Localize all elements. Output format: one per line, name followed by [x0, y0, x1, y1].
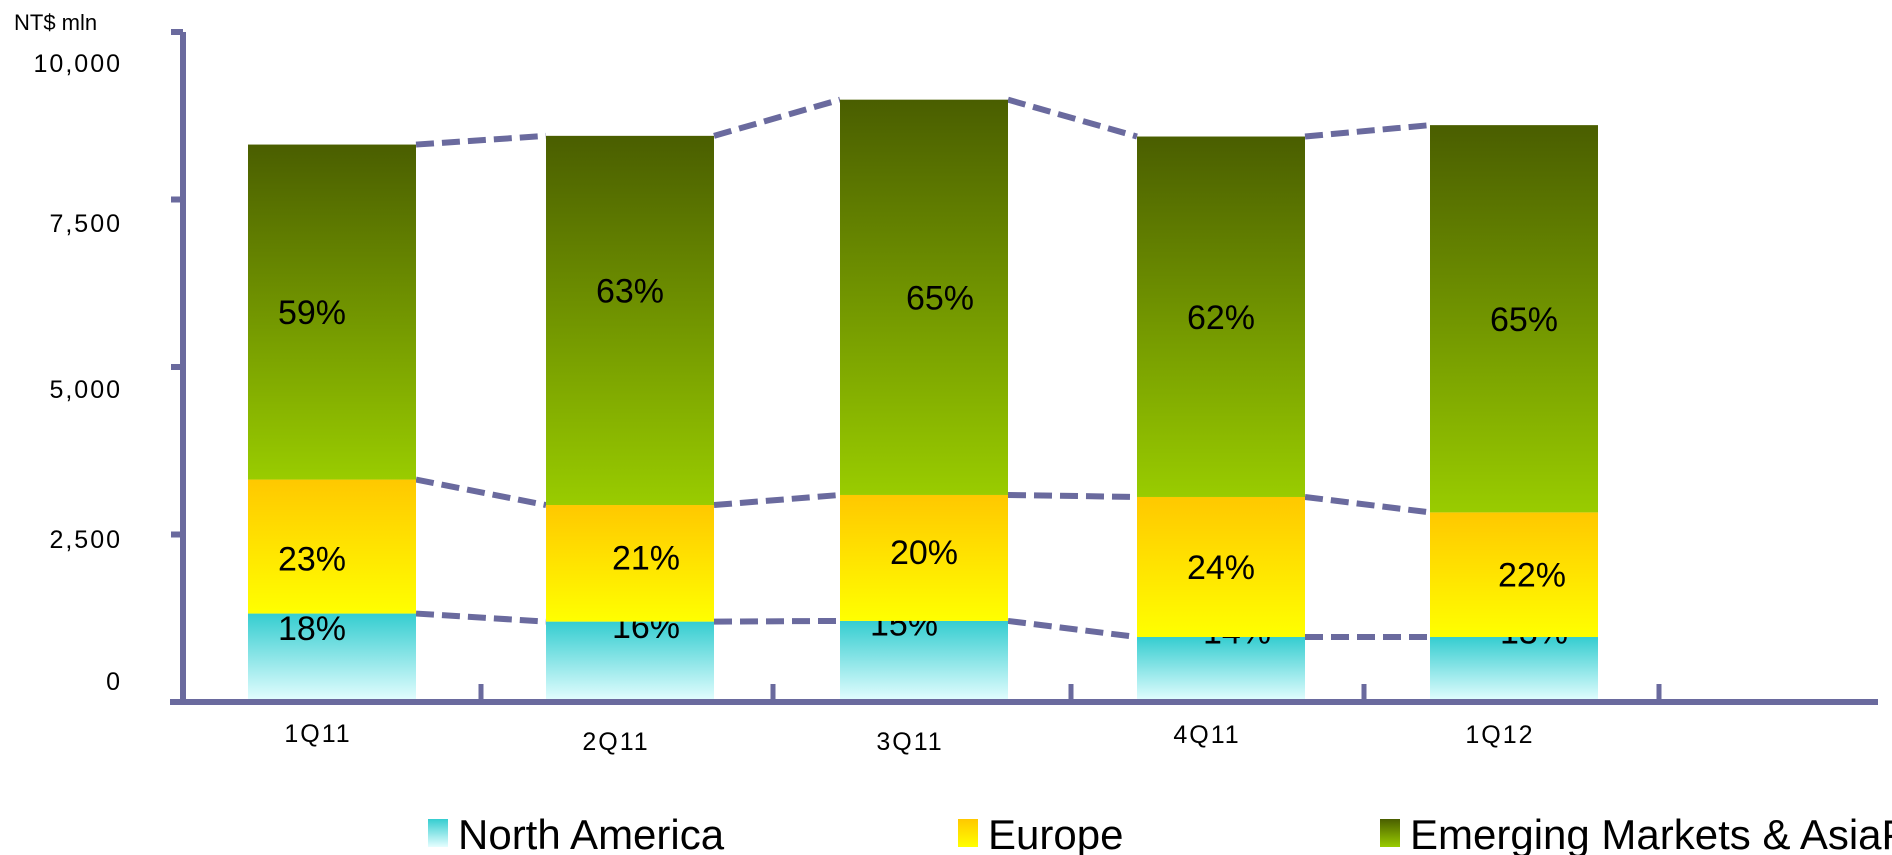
axes	[170, 29, 1878, 705]
connector-line	[415, 476, 547, 508]
connector-line	[1007, 617, 1138, 640]
bar-segment-2-1	[546, 135, 714, 506]
legend-swatch	[1380, 819, 1400, 847]
x-tick-labels: 1Q11 2Q11 3Q11 4Q11 1Q12	[284, 720, 1534, 756]
share-label: 21%	[612, 539, 680, 577]
share-label: 23%	[278, 541, 346, 579]
bar-segment-0-0	[248, 613, 416, 702]
bar-segment-1-4	[1430, 512, 1598, 638]
y-tick-label: 10,000	[34, 50, 122, 78]
x-tick-label: 1Q12	[1465, 721, 1534, 749]
bar-segment-0-2	[840, 620, 1008, 702]
connector-line	[1304, 494, 1431, 516]
y-axis-unit-label: NT$ mln	[14, 10, 97, 35]
connector-line	[1007, 96, 1138, 140]
bar-segment-1-0	[248, 479, 416, 614]
share-label: 63%	[596, 272, 664, 310]
bar-segment-1-2	[840, 494, 1008, 621]
share-label: 65%	[906, 279, 974, 317]
legend-swatch	[428, 819, 448, 847]
y-tick-label: 0	[106, 668, 122, 696]
legend: North America Europe Emerging Markets & As…	[428, 811, 1892, 855]
legend-label: Emerging Markets & AsiaPac	[1410, 811, 1892, 855]
x-tick-label: 2Q11	[582, 728, 649, 756]
share-label: 62%	[1187, 299, 1255, 337]
connector-line	[713, 96, 841, 139]
y-tick-label: 2,500	[49, 526, 122, 554]
share-label: 20%	[890, 534, 958, 572]
x-tick-label: 3Q11	[876, 728, 943, 756]
bar-segment-1-3	[1137, 496, 1305, 638]
x-tick-label: 1Q11	[284, 720, 351, 748]
y-tick-label: 5,000	[49, 376, 122, 404]
bar-segment-2-0	[248, 144, 416, 480]
connector-line	[415, 610, 547, 625]
bar-segment-2-3	[1137, 136, 1305, 497]
connector-line	[713, 617, 841, 625]
bar-segment-1-1	[546, 505, 714, 622]
legend-label: North America	[458, 811, 725, 855]
connector-line	[1304, 122, 1431, 140]
legend-swatch	[958, 819, 978, 847]
y-tick-labels: 10,000 7,500 5,000 2,500 0	[34, 50, 122, 696]
share-label: 65%	[1490, 301, 1558, 339]
bar-segment-2-2	[840, 99, 1008, 495]
bar-segment-0-1	[546, 621, 714, 702]
share-label: 22%	[1498, 557, 1566, 595]
bars: 18%23%59%16%21%63%15%20%65%14%24%62%13%2…	[248, 99, 1598, 702]
share-label: 59%	[278, 294, 346, 332]
bar-segment-2-4	[1430, 125, 1598, 513]
bar-segment-0-3	[1137, 637, 1305, 702]
connector-lines	[415, 96, 1431, 641]
bar-segment-0-4	[1430, 637, 1598, 702]
y-tick-label: 7,500	[49, 210, 122, 238]
connector-line	[415, 132, 547, 148]
connector-line	[713, 491, 841, 509]
share-label: 18%	[278, 610, 346, 648]
legend-label: Europe	[988, 811, 1123, 855]
connector-line	[1007, 491, 1138, 500]
x-tick-label: 4Q11	[1173, 721, 1240, 749]
share-label: 24%	[1187, 549, 1255, 587]
